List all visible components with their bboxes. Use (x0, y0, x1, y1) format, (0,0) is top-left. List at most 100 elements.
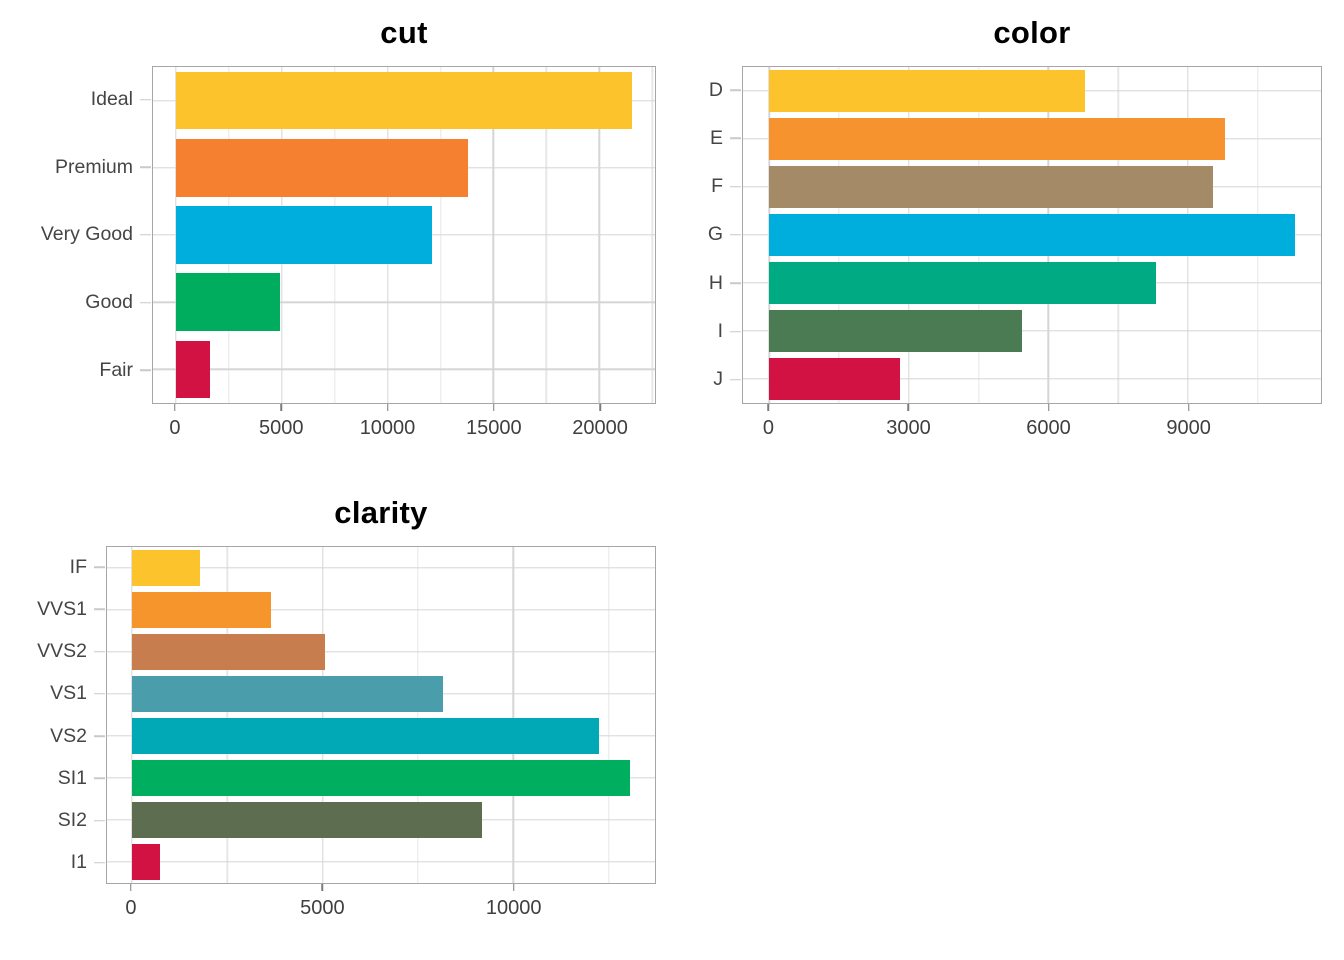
x-tick (767, 404, 770, 411)
y-tick (140, 99, 151, 101)
y-label-row: I1 (0, 842, 106, 884)
category-label-i1: I1 (70, 851, 87, 874)
gridline-minor (226, 547, 228, 883)
y-label-row: VS2 (0, 715, 106, 757)
y-label-row: H (672, 259, 742, 307)
y-label-row: VS1 (0, 673, 106, 715)
gridline-minor (417, 547, 419, 883)
y-label-row: Fair (0, 336, 152, 404)
y-tick (730, 185, 741, 188)
x-tick-label: 20000 (572, 417, 628, 439)
gridline-horizontal (153, 368, 655, 371)
gridline-minor (607, 547, 610, 883)
gridline-horizontal (153, 301, 655, 303)
gridline-horizontal (743, 378, 1321, 380)
category-label-i: I (717, 320, 723, 343)
category-label-g: G (707, 223, 723, 246)
y-label-row: IF (0, 546, 106, 588)
y-tick (140, 369, 151, 371)
gridline-horizontal (107, 567, 655, 569)
category-label-vvs2: VVS2 (37, 640, 87, 663)
y-axis-labels: IF VVS1 VVS2 VS1 VS2 SI1 SI2 I1 (0, 546, 106, 884)
bar-f (769, 166, 1214, 208)
x-tick-label: 10000 (485, 897, 542, 919)
empty-cell (672, 480, 1344, 960)
plot-area-clarity (106, 546, 656, 884)
x-tick (493, 404, 495, 411)
y-tick (730, 282, 741, 285)
gridline-horizontal (107, 609, 655, 611)
y-label-row: SI2 (0, 800, 106, 842)
bar-e (769, 118, 1226, 160)
bar-si1 (131, 759, 631, 797)
y-tick (94, 566, 105, 568)
y-tick (730, 137, 741, 140)
y-label-row: D (672, 66, 742, 114)
y-label-row: VVS1 (0, 588, 106, 630)
y-label-row: I (672, 307, 742, 355)
plot-area-cut (152, 66, 656, 404)
y-tick (730, 89, 741, 91)
category-label-vs2: VS2 (50, 724, 87, 747)
chart-body: Ideal Premium Very Good Good Fair (0, 66, 672, 404)
y-tick (94, 693, 105, 695)
y-tick (94, 735, 105, 737)
category-label-e: E (709, 126, 723, 149)
x-tick (130, 884, 132, 891)
y-axis-labels: Ideal Premium Very Good Good Fair (0, 66, 152, 404)
y-tick (94, 819, 105, 822)
bar-vvs2 (131, 633, 326, 671)
y-label-row: SI1 (0, 757, 106, 799)
chart-title-color: color (993, 15, 1071, 50)
y-tick (140, 301, 151, 304)
y-tick (94, 608, 105, 611)
bar-si2 (131, 801, 483, 839)
bar-d (769, 70, 1085, 112)
chart-title-clarity: clarity (334, 495, 428, 530)
category-label-good: Good (85, 291, 133, 314)
y-axis-labels: D E F G H I J (672, 66, 742, 404)
category-label-fair: Fair (99, 358, 133, 381)
x-tick-label: 0 (762, 417, 774, 439)
y-label-row: F (672, 163, 742, 211)
x-tick (386, 404, 389, 411)
chart-title-cut: cut (380, 15, 428, 50)
y-label-row: Very Good (0, 201, 152, 269)
y-label-row: G (672, 211, 742, 259)
bar-j (769, 358, 900, 400)
x-axis-cut: 0 5000 10000 15000 20000 (152, 404, 656, 480)
y-tick (730, 234, 741, 236)
category-label-vvs1: VVS1 (37, 597, 87, 620)
bar-premium (175, 138, 468, 197)
x-tick-label: 0 (125, 897, 137, 919)
bar-good (175, 273, 280, 332)
y-tick (140, 234, 151, 236)
x-tick-label: 0 (169, 417, 181, 439)
category-label-f: F (711, 175, 723, 198)
category-label-si1: SI1 (57, 766, 87, 789)
x-tick (512, 884, 515, 891)
y-label-row: E (672, 114, 742, 162)
x-tick (1187, 404, 1190, 411)
category-label-j: J (713, 368, 723, 391)
x-tick-label: 5000 (258, 417, 304, 439)
bar-vs2 (131, 717, 600, 755)
bar-very-good (175, 206, 432, 264)
bar-if (131, 549, 201, 587)
x-tick-label: 5000 (300, 897, 345, 919)
bar-ideal (175, 71, 633, 130)
category-label-vs1: VS1 (50, 682, 87, 705)
chart-body: IF VVS1 VVS2 VS1 VS2 SI1 SI2 I1 (0, 546, 672, 884)
bar-g (769, 214, 1295, 256)
bar-h (769, 262, 1156, 304)
x-tick (907, 404, 910, 411)
x-axis-clarity: 0 5000 10000 (106, 884, 656, 960)
bar-i1 (131, 843, 161, 881)
y-label-row: J (672, 356, 742, 404)
y-label-row: VVS2 (0, 631, 106, 673)
bar-vs1 (131, 675, 444, 713)
y-tick (94, 650, 105, 653)
y-tick (94, 862, 105, 864)
chart-cut: cut Ideal Premium Very Good Good Fair 0 5000 1… (0, 0, 672, 480)
